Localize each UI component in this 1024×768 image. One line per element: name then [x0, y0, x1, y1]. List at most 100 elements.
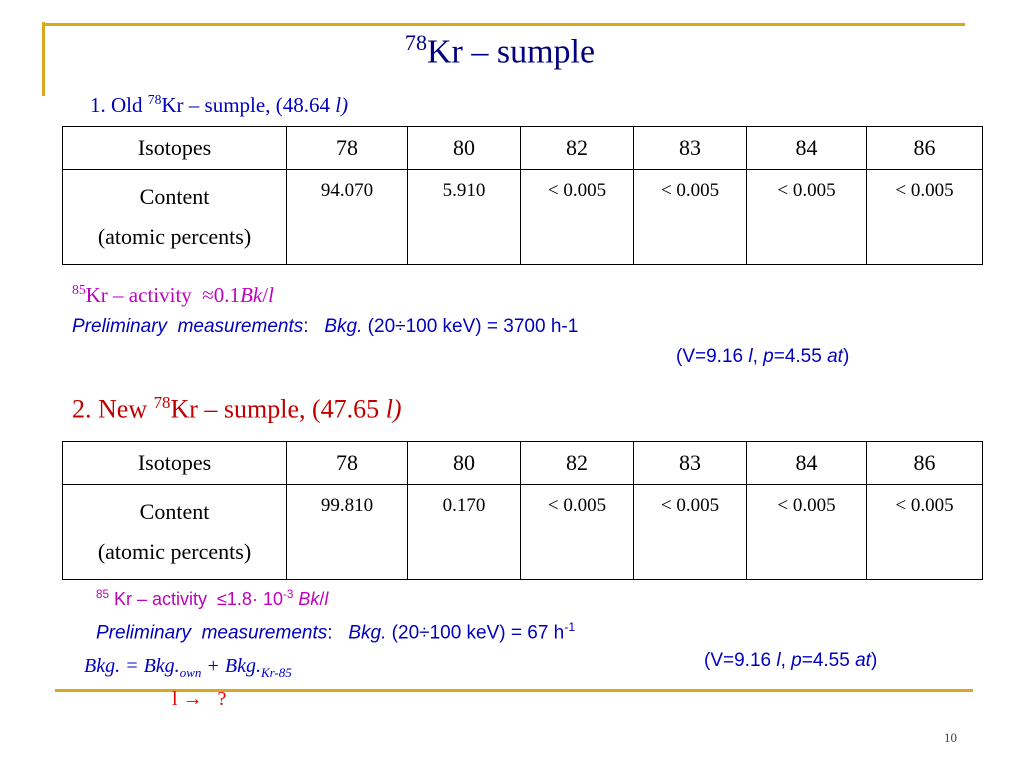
t: Kr-85 [260, 665, 292, 680]
value-cell: < 0.005 [865, 169, 984, 265]
decor-line [55, 689, 973, 692]
t: Bk [293, 589, 320, 609]
header-cell: 82 [520, 126, 635, 170]
value-cell: 5.910 [407, 169, 522, 265]
t: =4.55 [801, 650, 856, 671]
header-cell: 84 [746, 441, 867, 485]
t: 78 [147, 92, 162, 107]
measurement: Preliminary measurements: Bkg. (20÷100 k… [96, 620, 575, 644]
header-cell: 82 [520, 441, 635, 485]
conditions: (V=9.16 l, p=4.55 at) [676, 346, 849, 368]
decor-line [42, 23, 965, 26]
header-cell: Isotopes [62, 126, 287, 170]
t: , [780, 650, 792, 671]
row-label-line: (atomic percents) [97, 224, 252, 249]
t: l [268, 283, 274, 307]
t: Kr – sumple, (48.64 [161, 93, 336, 117]
value-cell: < 0.005 [520, 169, 635, 265]
table: Isotopes 78 80 82 83 84 86 Content (atomic perce… [62, 126, 984, 265]
value-cell: 99.810 [285, 484, 409, 580]
t: -3 [282, 588, 294, 601]
header-cell: 86 [865, 441, 984, 485]
t: : [303, 316, 325, 337]
t: Bk [240, 283, 263, 307]
activity: 85Kr – activity ≈0.1Bk/l [72, 282, 274, 308]
header-cell: 78 [285, 441, 409, 485]
header-row: Isotopes 78 80 82 83 84 86 [62, 441, 984, 485]
t: (20÷100 keV) = 67 h [386, 622, 565, 644]
data-row: Content (atomic percents) 94.070 5.910 < 0.0… [62, 169, 984, 265]
value-cell: < 0.005 [633, 484, 748, 580]
t: 85 [96, 588, 110, 601]
value-cell: 94.070 [285, 169, 409, 265]
row-label: Content (atomic percents) [62, 169, 287, 265]
t: (V=9.16 [676, 346, 749, 367]
t: : [327, 622, 349, 644]
title: 78Kr – sumple [0, 30, 1000, 71]
t: Kr – activity ≈0.1 [85, 283, 241, 307]
t: at [855, 650, 871, 671]
value-cell: < 0.005 [865, 484, 984, 580]
row-label-line: Content [139, 499, 210, 524]
t: / [319, 589, 325, 609]
value-cell: < 0.005 [633, 169, 748, 265]
header-cell: 83 [633, 126, 748, 170]
title-text: Kr – sumple [427, 33, 596, 71]
t: l [748, 346, 753, 367]
page-number: 10 [944, 730, 957, 745]
header-cell: 78 [285, 126, 409, 170]
t: p [791, 650, 802, 671]
header-cell: Isotopes [62, 441, 287, 485]
heading: 2. New 78Kr – sumple, (47.65 l) [72, 393, 402, 425]
header-row: Isotopes 78 80 82 83 84 86 [62, 126, 984, 170]
sup: 78 [404, 30, 427, 55]
t: Bkg. = Bkg. [84, 655, 180, 677]
heading: 1. Old 78Kr – sumple, (48.64 l) [90, 92, 348, 118]
activity: 85 Kr – activity ≤1.8· 10-3 Bk/l [96, 588, 328, 610]
value-cell: 0.170 [407, 484, 522, 580]
formula: Bkg. = Bkg.own + Bkg.Kr-85 [84, 655, 292, 681]
row-label-line: Content [139, 184, 210, 209]
t: Preliminary measurements [72, 316, 304, 337]
t: l [385, 394, 393, 424]
header-cell: 80 [407, 126, 522, 170]
t: , [752, 346, 764, 367]
value-cell: < 0.005 [746, 169, 867, 265]
t: / [262, 283, 269, 307]
header-cell: 84 [746, 126, 867, 170]
t: Kr – activity ≤1.8· 10 [109, 589, 283, 609]
measurement: Preliminary measurements: Bkg. (20÷100 k… [72, 316, 578, 338]
value-cell: < 0.005 [746, 484, 867, 580]
header-cell: 86 [865, 126, 984, 170]
t: Bkg. [348, 622, 387, 644]
t: Preliminary measurements [96, 622, 328, 644]
t: Bkg. [324, 316, 363, 337]
t: ) [870, 650, 878, 671]
t: (V=9.16 [704, 650, 777, 671]
t: l [324, 589, 329, 609]
t: =4.55 [773, 346, 828, 367]
decor-line [42, 22, 45, 96]
t: ) [341, 93, 349, 117]
t: 78 [153, 393, 171, 412]
row-label: Content (atomic percents) [62, 484, 287, 580]
t: ) [842, 346, 850, 367]
t: 2. New [72, 394, 154, 424]
t: own [179, 665, 202, 680]
header-cell: 83 [633, 441, 748, 485]
t: -1 [564, 620, 576, 634]
table: Isotopes 78 80 82 83 84 86 Content (atomic perce… [62, 441, 984, 580]
header-cell: 80 [407, 441, 522, 485]
t: l [335, 93, 342, 117]
row-label-line: (atomic percents) [97, 539, 252, 564]
question: l → ? [172, 688, 227, 710]
t: Kr – sumple, (47.65 [170, 394, 386, 424]
value-cell: < 0.005 [520, 484, 635, 580]
data-row: Content (atomic percents) 99.810 0.170 < 0.0… [62, 484, 984, 580]
t: 85 [72, 282, 86, 297]
t: ) [392, 394, 402, 424]
t: (20÷100 keV) = 3700 h-1 [362, 316, 579, 337]
t: + Bkg. [201, 655, 261, 677]
t: p [763, 346, 774, 367]
